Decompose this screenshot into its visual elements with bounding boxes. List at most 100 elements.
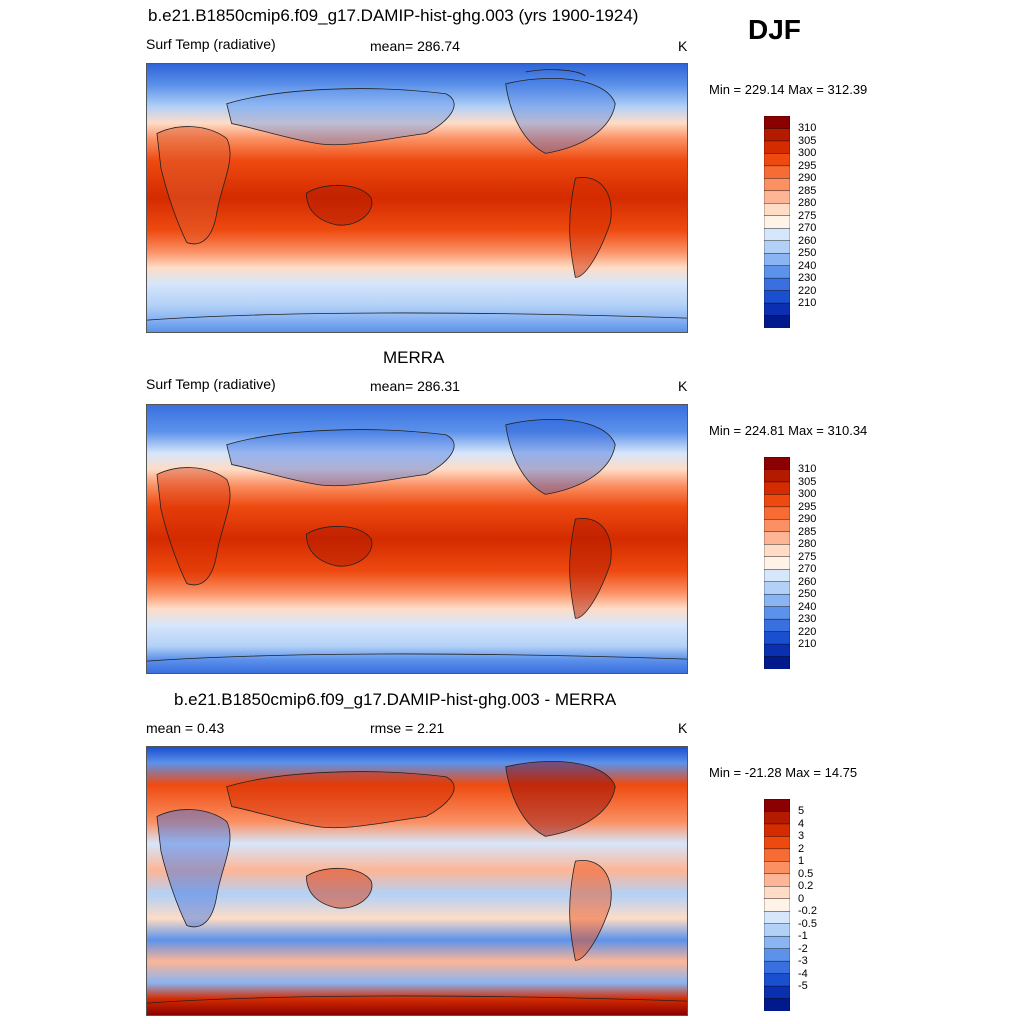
colorbar-tick-label: 270 [798,222,817,235]
colorbar-swatch [763,848,791,862]
colorbar-swatch [763,960,791,975]
colorbar-tick-label: 0.5 [798,867,814,880]
colorbar-swatch [763,215,791,229]
panel1-variable-label: Surf Temp (radiative) [146,36,276,52]
colorbar-tick-label: 2 [798,842,805,855]
colorbar-swatch [763,531,791,545]
colorbar-swatch [763,643,791,658]
colorbar-swatch [763,252,791,267]
colorbar-swatch [763,593,791,608]
colorbar-tick-label: 210 [798,638,817,651]
colorbar-swatch [763,506,791,520]
colorbar-tick-label: 250 [798,247,817,260]
colorbar-swatch [763,265,791,279]
colorbar-swatch [763,973,791,987]
colorbar-tick-label: 220 [798,625,817,638]
colorbar-tick-label: 240 [798,600,817,613]
colorbar-swatch [763,631,791,645]
colorbar-tick-label: 0.2 [798,880,814,893]
colorbar-swatch [763,886,791,900]
colorbar-tick-label: 260 [798,234,817,247]
colorbar-tick-label: 300 [798,488,817,501]
colorbar-swatch [763,581,791,595]
panel3-mean-label: mean = 0.43 [146,720,225,736]
colorbar-tick-label: 285 [798,184,817,197]
colorbar-tick-label: 230 [798,613,817,626]
colorbar-swatch [763,315,791,329]
panel2-colorbar-swatches [763,456,791,670]
colorbar-swatch [763,948,791,962]
colorbar-swatch [763,190,791,204]
colorbar-swatch [763,469,791,483]
colorbar-swatch [763,923,791,937]
season-label: DJF [748,14,801,45]
colorbar-tick-label: 230 [798,272,817,285]
panel1-map [146,63,688,333]
colorbar-tick-label: 0 [798,892,805,905]
panel1-colorbar [763,115,791,329]
colorbar-tick-label: 210 [798,297,817,310]
panel1-minmax: Min = 229.14 Max = 312.39 [709,82,868,97]
colorbar-swatch [763,178,791,192]
colorbar-swatch [763,228,791,242]
colorbar-swatch [763,811,791,825]
colorbar-tick-label: 295 [798,159,817,172]
colorbar-swatch [763,898,791,912]
colorbar-swatch [763,556,791,570]
panel2-units-label: K [678,378,688,394]
colorbar-tick-label: 280 [798,197,817,210]
panel3-map [146,746,688,1016]
colorbar-tick-label: 275 [798,209,817,222]
colorbar-swatch [763,481,791,495]
colorbar-tick-label: 300 [798,147,817,160]
colorbar-swatch [763,165,791,179]
colorbar-tick-label: 260 [798,575,817,588]
colorbar-tick-label: 3 [798,830,805,843]
colorbar-swatch [763,656,791,670]
colorbar-tick-label: 285 [798,525,817,538]
colorbar-tick-label: 305 [798,475,817,488]
panel3-minmax: Min = -21.28 Max = 14.75 [709,765,858,780]
panel1-units-label: K [678,38,688,54]
colorbar-tick-label: 250 [798,588,817,601]
panel2-variable-label: Surf Temp (radiative) [146,376,276,392]
colorbar-swatch [763,823,791,837]
colorbar-tick-label: 220 [798,284,817,297]
colorbar-tick-label: 290 [798,513,817,526]
panel3-title: b.e21.B1850cmip6.f09_g17.DAMIP-hist-ghg.… [174,690,617,709]
colorbar-swatch [763,140,791,154]
colorbar-swatch [763,861,791,875]
colorbar-swatch [763,302,791,317]
colorbar-swatch [763,290,791,304]
colorbar-swatch [763,544,791,558]
colorbar-swatch [763,128,791,142]
colorbar-tick-label: 310 [798,463,817,476]
colorbar-swatch [763,798,791,812]
colorbar-swatch [763,456,791,470]
colorbar-tick-label: 295 [798,500,817,513]
colorbar-swatch [763,873,791,887]
panel3-colorbar [763,798,791,1012]
colorbar-swatch [763,519,791,533]
colorbar-swatch [763,203,791,217]
panel2-title: MERRA [383,348,445,367]
colorbar-tick-label: -5 [798,980,808,993]
colorbar-swatch [763,836,791,850]
colorbar-tick-label: 1 [798,855,805,868]
colorbar-swatch [763,153,791,167]
colorbar-tick-label: 4 [798,817,805,830]
colorbar-swatch [763,569,791,583]
colorbar-swatch [763,618,791,633]
panel2-colorbar [763,456,791,670]
panel2-minmax: Min = 224.81 Max = 310.34 [709,423,868,438]
panel1-colorbar-swatches [763,115,791,329]
colorbar-swatch [763,998,791,1012]
colorbar-tick-label: -2 [798,942,808,955]
colorbar-tick-label: 270 [798,563,817,576]
colorbar-tick-label: 310 [798,122,817,135]
colorbar-swatch [763,935,791,950]
colorbar-tick-label: 280 [798,538,817,551]
panel2-map [146,404,688,674]
panel1-title: b.e21.B1850cmip6.f09_g17.DAMIP-hist-ghg.… [148,6,639,25]
colorbar-swatch [763,277,791,292]
